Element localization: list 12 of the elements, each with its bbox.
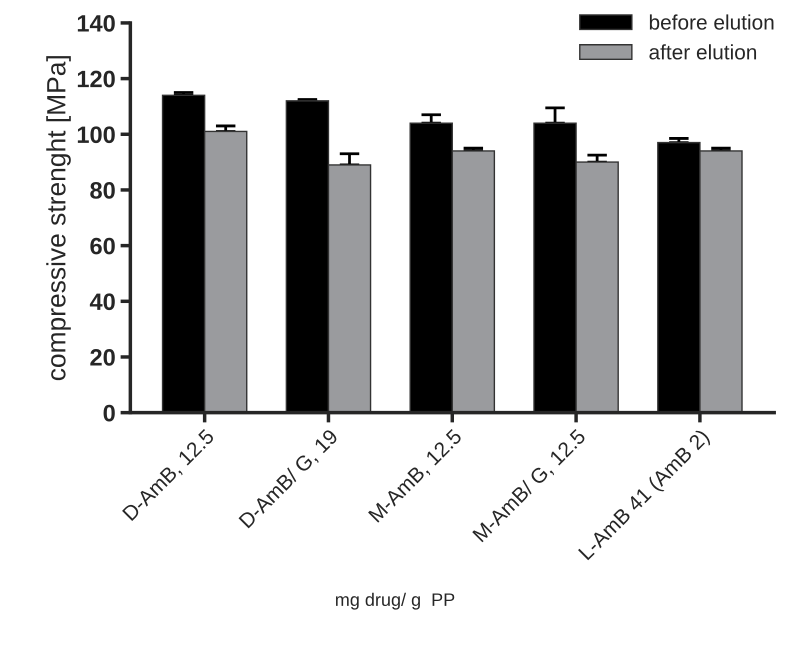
legend-label: before elution xyxy=(650,14,774,30)
y-tick-label: 140 xyxy=(78,14,115,32)
legend-label: after elution xyxy=(649,44,756,60)
y-tick-label: 0 xyxy=(104,404,115,422)
y-tick-label: 100 xyxy=(78,126,115,144)
y-tick-label: 60 xyxy=(90,238,115,254)
y-tick-label: 20 xyxy=(90,349,115,366)
y-tick-label: 80 xyxy=(90,182,115,199)
y-tick-label: 120 xyxy=(78,70,115,88)
x-axis-title: mg drug/ g PP xyxy=(336,592,454,610)
y-axis-title: compressive strenght [MPa] xyxy=(46,56,71,380)
y-tick-label: 40 xyxy=(90,293,115,310)
